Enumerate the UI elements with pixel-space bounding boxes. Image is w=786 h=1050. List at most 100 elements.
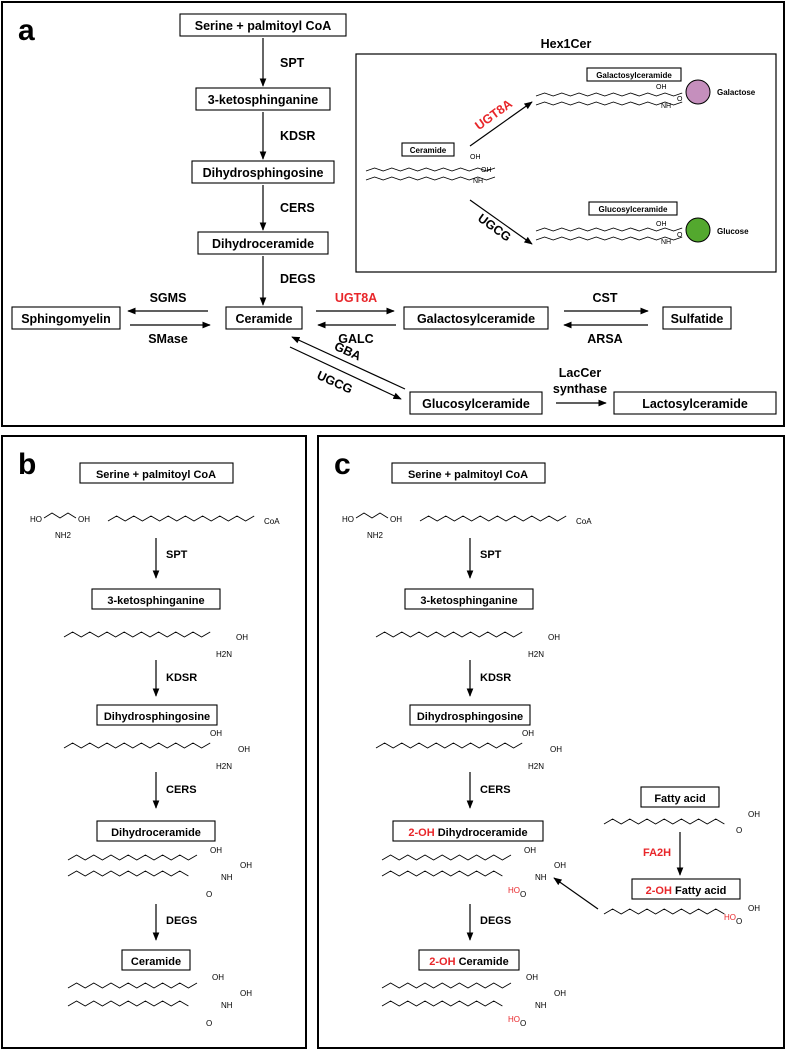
c-ketosphinganine: 3-ketosphinganine bbox=[420, 595, 517, 607]
node-lactosylceramide: Lactosylceramide bbox=[642, 397, 748, 411]
b-dhc-nh: NH bbox=[221, 873, 233, 882]
galactose-label: Galactose bbox=[717, 88, 756, 97]
c-dhc-o: O bbox=[520, 890, 526, 899]
c-ketosphinganine-structure: OH H2N bbox=[375, 631, 560, 659]
b-dihydroceramide: Dihydroceramide bbox=[111, 827, 201, 839]
c-fatty-acid-structure: OH O bbox=[603, 810, 760, 835]
inset-glccer-label: Glucosylceramide bbox=[599, 205, 668, 214]
c-oh-ceramide-box bbox=[418, 949, 520, 971]
c-cer-name: Ceramide bbox=[456, 956, 509, 968]
b-dihydrosphingosine: Dihydrosphingosine bbox=[104, 711, 210, 723]
b-dihydroceramide-structure: OH OH NH O bbox=[67, 846, 252, 899]
inset-ceramide-oh2: OH bbox=[481, 167, 492, 174]
c-dhc-name: Dihydroceramide bbox=[435, 827, 528, 839]
node-dihydrosphingosine-box bbox=[191, 160, 335, 184]
c-oh-fatty-acid-box bbox=[631, 878, 741, 900]
c-palmitoyl-coa: CoA bbox=[576, 517, 592, 526]
panel-a-letter: a bbox=[18, 14, 35, 47]
node-ceramide-box bbox=[225, 306, 303, 330]
c-serine: Serine + palmitoyl CoA bbox=[408, 469, 528, 481]
node-sphingomyelin: Sphingomyelin bbox=[21, 312, 111, 326]
panel-b-frame bbox=[1, 435, 307, 1049]
glucose-label: Glucose bbox=[717, 227, 749, 236]
enzyme-galc: GALC bbox=[338, 332, 373, 346]
glucose-circle bbox=[685, 217, 711, 243]
b-serine-box bbox=[79, 462, 234, 484]
c-ketosphinganine-box bbox=[404, 588, 534, 610]
b-serine-nh2: NH2 bbox=[55, 531, 72, 540]
node-ceramide: Ceramide bbox=[236, 312, 293, 326]
node-sulfatide: Sulfatide bbox=[671, 312, 724, 326]
node-glucosylceramide-box bbox=[409, 391, 543, 415]
c-fa-name: Fatty acid bbox=[672, 885, 726, 897]
inset-glccer-nh: NH bbox=[661, 239, 671, 246]
b-cer-o: O bbox=[206, 1019, 212, 1028]
enzyme-laccer-2: synthase bbox=[553, 382, 607, 396]
inset-glccer-o: O bbox=[677, 232, 683, 239]
b-cer-nh: NH bbox=[221, 1001, 233, 1010]
b-serine-structure: HO OH NH2 bbox=[30, 512, 90, 540]
c-oh-ceramide-label: 2-OH Ceramide bbox=[429, 956, 508, 968]
c-dhs-h2n: H2N bbox=[528, 762, 544, 771]
c-ohfa-oh: OH bbox=[748, 904, 760, 913]
c-serine-structure: HO OH NH2 bbox=[342, 512, 402, 540]
c-ohfa-o: O bbox=[736, 917, 742, 926]
hex1cer-inset-frame bbox=[355, 53, 777, 273]
node-lactosylceramide-box bbox=[613, 391, 777, 415]
c-oh-dihydroceramide-label: 2-OH Dihydroceramide bbox=[408, 827, 527, 839]
c-cer-oh2: OH bbox=[554, 989, 566, 998]
c-cer-nh: NH bbox=[535, 1001, 547, 1010]
c-serine-box bbox=[391, 462, 546, 484]
enzyme-ugcg: UGCG bbox=[315, 368, 355, 396]
galactose-circle bbox=[685, 79, 711, 105]
c-fatty-acid: Fatty acid bbox=[654, 793, 705, 805]
enzyme-cst: CST bbox=[593, 291, 618, 305]
node-ketosphinganine-box bbox=[195, 87, 331, 111]
c-oh-fatty-acid-structure: OH O HO bbox=[603, 904, 760, 926]
inset-enzyme-ugcg: UGCG bbox=[475, 211, 514, 244]
b-dhs-h2n: H2N bbox=[216, 762, 232, 771]
inset-ceramide-oh: OH bbox=[470, 154, 481, 161]
c-cer-oh1: OH bbox=[526, 973, 538, 982]
enzyme-spt: SPT bbox=[280, 56, 305, 70]
hex1cer-title: Hex1Cer bbox=[541, 37, 592, 51]
c-enzyme-degs: DEGS bbox=[480, 915, 511, 927]
inset-arrow-ugt8a bbox=[469, 101, 533, 147]
node-dihydrosphingosine: Dihydrosphingosine bbox=[203, 166, 324, 180]
c-oh-dihydroceramide-box bbox=[392, 820, 544, 842]
b-keto-h2n: H2N bbox=[216, 650, 232, 659]
c-cer-ho-red: HO bbox=[508, 1015, 520, 1024]
b-dihydrosphingosine-structure: OH OH H2N bbox=[63, 729, 250, 771]
inset-galcer-box bbox=[586, 67, 682, 82]
c-dihydrosphingosine: Dihydrosphingosine bbox=[417, 711, 523, 723]
panel-c-letter: c bbox=[334, 448, 351, 481]
b-dhs-oh2: OH bbox=[238, 745, 250, 754]
inset-galcer-oh: OH bbox=[656, 84, 667, 91]
inset-ceramide-label: Ceramide bbox=[410, 146, 447, 155]
c-dihydrosphingosine-box bbox=[409, 704, 531, 726]
inset-galcer-label: Galactosylceramide bbox=[596, 71, 672, 80]
c-enzyme-cers: CERS bbox=[480, 784, 511, 796]
c-serine-ho: HO bbox=[342, 515, 354, 524]
b-dihydrosphingosine-box bbox=[96, 704, 218, 726]
b-dihydroceramide-box bbox=[96, 820, 216, 842]
c-fa-o: O bbox=[736, 826, 742, 835]
b-ketosphinganine: 3-ketosphinganine bbox=[107, 595, 204, 607]
c-cer-o: O bbox=[520, 1019, 526, 1028]
enzyme-ugt8a: UGT8A bbox=[335, 291, 377, 305]
node-serine: Serine + palmitoyl CoA bbox=[195, 19, 332, 33]
c-dhc-nh: NH bbox=[535, 873, 547, 882]
b-serine-ho: HO bbox=[30, 515, 42, 524]
c-dhc-ho-red: HO bbox=[508, 886, 520, 895]
node-sulfatide-box bbox=[662, 306, 732, 330]
enzyme-cers: CERS bbox=[280, 201, 315, 215]
b-ketosphinganine-structure: OH H2N bbox=[63, 631, 248, 659]
c-oh-ceramide-structure: OH OH NH O HO bbox=[381, 973, 566, 1028]
node-serine-box bbox=[179, 13, 347, 37]
b-dhc-oh2: OH bbox=[240, 861, 252, 870]
c-oh-dihydroceramide-structure: OH OH NH O HO bbox=[381, 846, 566, 899]
b-enzyme-cers: CERS bbox=[166, 784, 197, 796]
node-galactosylceramide: Galactosylceramide bbox=[417, 312, 535, 326]
b-ceramide: Ceramide bbox=[131, 956, 181, 968]
